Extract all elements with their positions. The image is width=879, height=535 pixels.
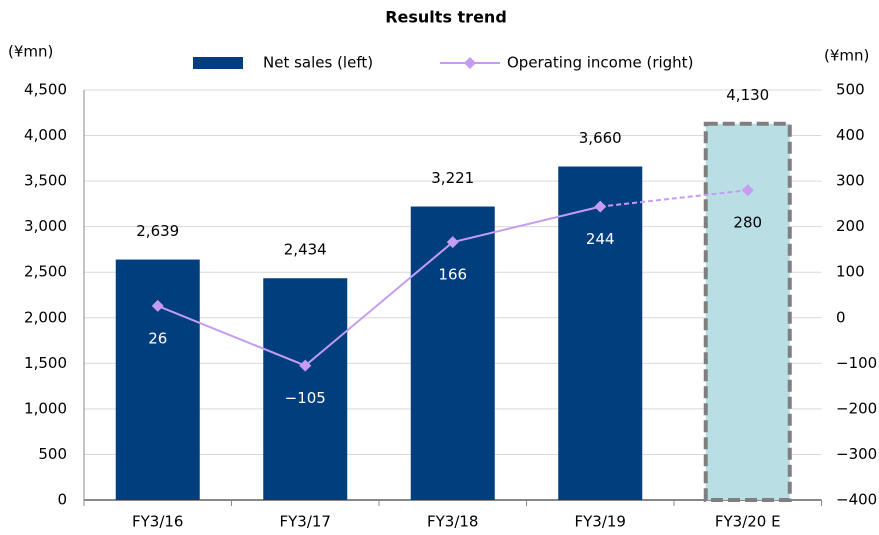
bar: [410, 206, 495, 500]
y-tick-label: 1,500: [24, 354, 67, 372]
y2-tick-label: 300: [836, 172, 865, 190]
y2-tick-label: −100: [836, 354, 877, 372]
y2-unit: (¥mn): [824, 47, 869, 65]
bar-label: 2,639: [136, 222, 179, 240]
y2-tick-label: 500: [836, 81, 865, 99]
line-label: 166: [438, 266, 467, 284]
x-tick-label: FY3/18: [427, 513, 478, 531]
y-tick-label: 3,000: [24, 217, 67, 235]
y-tick-label: 500: [38, 445, 67, 463]
y-tick-label: 1,000: [24, 399, 67, 417]
bar: [703, 121, 792, 502]
chart-title: Results trend: [385, 8, 507, 27]
legend-marker: [464, 57, 476, 69]
y-tick-label: 0: [57, 491, 67, 509]
bar: [115, 259, 200, 500]
legend-swatch: [193, 57, 243, 69]
line-label: −105: [285, 389, 326, 407]
y-tick-label: 3,500: [24, 172, 67, 190]
y-unit: (¥mn): [8, 43, 53, 61]
line: [157, 205, 601, 367]
line-label: 280: [733, 214, 762, 232]
forecast-line: [600, 189, 748, 208]
bar-label: 3,221: [431, 169, 474, 187]
line-marker: [741, 184, 754, 197]
y2-tick-label: 0: [836, 308, 846, 326]
y2-tick-label: 100: [836, 263, 865, 281]
y2-tick-label: −300: [836, 445, 877, 463]
y2-tick-label: −400: [836, 491, 877, 509]
bar-label: 4,130: [726, 86, 769, 104]
x-tick-label: FY3/19: [575, 513, 626, 531]
bar-label: 2,434: [284, 241, 327, 259]
line-label: 244: [586, 230, 615, 248]
line-marker: [446, 236, 459, 249]
y2-tick-label: −200: [836, 399, 877, 417]
y2-tick-label: 400: [836, 126, 865, 144]
y-tick-label: 2,000: [24, 308, 67, 326]
line-marker: [594, 200, 607, 213]
y2-tick-label: 200: [836, 217, 865, 235]
line-marker: [299, 359, 312, 372]
line-label: 26: [148, 329, 167, 347]
x-tick-label: FY3/16: [132, 513, 183, 531]
legend-label: Operating income (right): [507, 54, 693, 72]
line-marker: [151, 299, 164, 312]
y-tick-label: 4,500: [24, 81, 67, 99]
legend-label: Net sales (left): [263, 54, 373, 72]
x-tick-label: FY3/17: [280, 513, 331, 531]
bar: [558, 166, 643, 501]
x-tick-label: FY3/20 E: [715, 513, 781, 531]
bar: [263, 278, 348, 500]
bar-label: 3,660: [579, 129, 622, 147]
y-tick-label: 4,000: [24, 126, 67, 144]
y-tick-label: 2,500: [24, 263, 67, 281]
